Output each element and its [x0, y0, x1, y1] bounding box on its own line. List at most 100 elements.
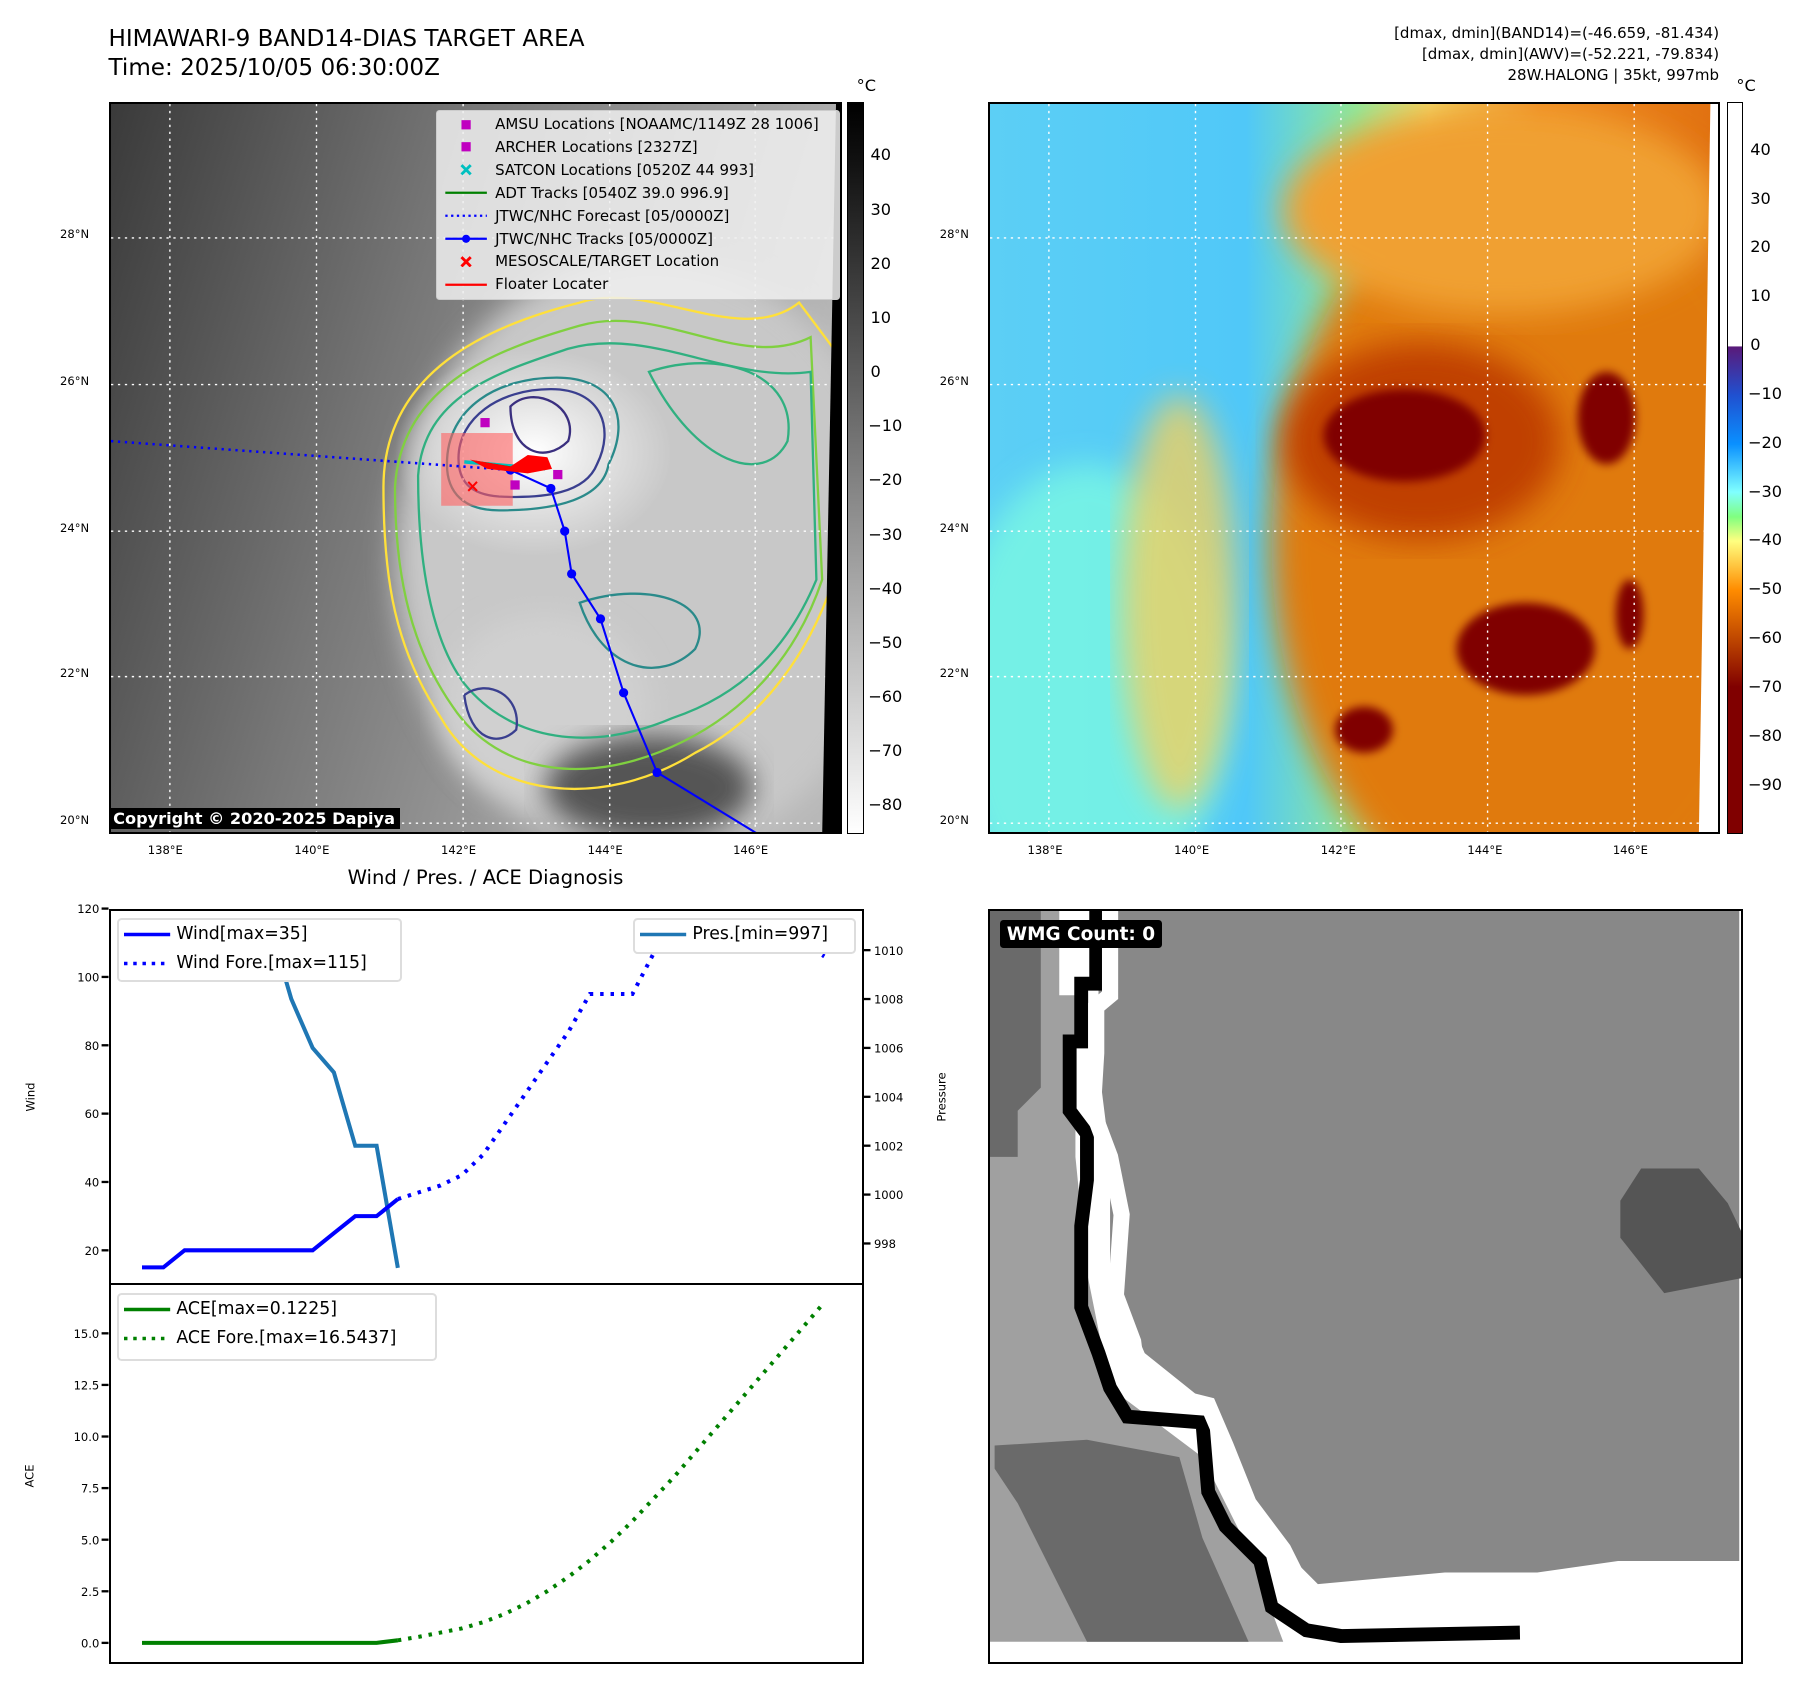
- colorbar-gray: [847, 101, 864, 834]
- legend-label: ARCHER Locations [2327Z]: [495, 138, 698, 157]
- legend-item: SATCON Locations [0520Z 44 993]: [437, 159, 839, 182]
- info-storm: 28W.HALONG | 35kt, 997mb: [1507, 65, 1720, 84]
- colorbar-tick-label: −50: [868, 632, 903, 652]
- wind-line: [142, 1197, 400, 1270]
- colorbar-tick-label: −20: [1747, 432, 1783, 452]
- wind-ylabel: Wind: [23, 1082, 38, 1112]
- wind-tick-label: 100: [77, 971, 99, 985]
- lat-label: 28°N: [60, 227, 90, 242]
- wmg-image: [990, 910, 1742, 1643]
- wmg-panel: [988, 908, 1744, 1664]
- pressure-tick-label: 998: [874, 1237, 896, 1251]
- amsu-markers: [479, 417, 562, 490]
- wind-tick-label: 20: [85, 1244, 100, 1258]
- ace-tick-label: 7.5: [81, 1482, 99, 1496]
- awv-map: [988, 101, 1721, 834]
- solid-line-icon: [635, 931, 693, 938]
- figure-title: HIMAWARI-9 BAND14-DIAS TARGET AREA Time:…: [109, 25, 585, 83]
- wind-tick-label: 40: [85, 1176, 100, 1190]
- lat-label: 26°N: [939, 374, 969, 389]
- square-marker-icon: [437, 141, 495, 153]
- awv-image: [990, 103, 1719, 832]
- pressure-tick-label: 1008: [874, 993, 903, 1007]
- ace-ylabel: ACE: [22, 1464, 37, 1488]
- ace-legend-label: ACE[max=0.1225]: [176, 1299, 338, 1320]
- wind-legend: Wind[max=35] Wind Fore.[max=115]: [116, 917, 403, 982]
- lon-label: 140°E: [294, 842, 330, 857]
- solid-line-icon: [119, 931, 177, 938]
- legend-item: ARCHER Locations [2327Z]: [437, 136, 839, 159]
- colorbar-color: [1727, 101, 1744, 834]
- wind-forecast-line: [397, 923, 826, 1201]
- wmg-count-label: WMG Count: 0: [999, 920, 1163, 949]
- pressure-tick-label: 1004: [874, 1090, 903, 1104]
- info-band14: [dmax, dmin](BAND14)=(-46.659, -81.434): [1394, 24, 1720, 43]
- gridlines-2: [990, 103, 1719, 832]
- chart-title: Wind / Pres. / ACE Diagnosis: [347, 865, 624, 889]
- target-x-marker: ×: [465, 476, 480, 496]
- colorbar-tick-label: −60: [1747, 628, 1783, 648]
- lon-label: 146°E: [733, 842, 769, 857]
- solid-line-icon: [119, 1306, 177, 1313]
- jtwc-track: [509, 468, 756, 832]
- colorbar-tick-label: −30: [868, 524, 903, 544]
- lon-label: 142°E: [441, 842, 477, 857]
- wind-tick-label: 80: [85, 1039, 100, 1053]
- colorbar-tick-label: 30: [1750, 188, 1771, 208]
- copyright: Copyright © 2020-2025 Dapiya: [108, 808, 400, 830]
- colorbar-tick-label: −10: [1747, 383, 1783, 403]
- lat-label: 24°N: [939, 520, 969, 535]
- x-marker-icon: [437, 255, 495, 268]
- lon-label: 138°E: [147, 842, 183, 857]
- legend-item: Floater Locater: [437, 273, 839, 296]
- x-marker-icon: [437, 164, 495, 176]
- ace-axes: [108, 1282, 864, 1664]
- wind-legend-label: Wind[max=35]: [176, 924, 308, 945]
- lat-label: 28°N: [939, 227, 969, 242]
- ace-fore-legend-label: ACE Fore.[max=16.5437]: [176, 1328, 397, 1349]
- legend-item: AMSU Locations [NOAAMC/1149Z 28 1006]: [437, 113, 839, 136]
- dotted-line-icon: [437, 210, 495, 222]
- ace-forecast-line: [397, 1301, 826, 1643]
- colorbar-tick-label: 40: [870, 145, 892, 165]
- legend-label: JTWC/NHC Tracks [05/0000Z]: [495, 229, 713, 248]
- colorbar-tick-label: −40: [1747, 530, 1783, 550]
- pressure-tick-label: 1000: [874, 1188, 903, 1202]
- lon-label: 140°E: [1174, 842, 1210, 857]
- ace-tick-label: 10.0: [74, 1430, 100, 1444]
- colorbar-tick-label: 10: [1750, 286, 1771, 306]
- pressure-ylabel: Pressure: [934, 1072, 949, 1122]
- lon-label: 146°E: [1612, 842, 1648, 857]
- dotted-line-icon: [119, 960, 177, 967]
- lat-label: 20°N: [939, 812, 969, 827]
- colorbar-tick-label: 0: [1750, 335, 1761, 355]
- legend-label: AMSU Locations [NOAAMC/1149Z 28 1006]: [495, 115, 819, 134]
- colorbar-gray-unit: °C: [856, 76, 876, 96]
- colorbar-tick-label: −10: [868, 416, 903, 436]
- wind-tick-label: 120: [77, 902, 99, 916]
- ace-tick-label: 15.0: [74, 1327, 100, 1341]
- wind-fore-legend-label: Wind Fore.[max=115]: [176, 953, 367, 974]
- dotted-line-icon: [119, 1335, 177, 1342]
- lat-label: 22°N: [939, 666, 969, 681]
- colorbar-tick-label: 30: [870, 199, 892, 219]
- colorbar-tick-label: −80: [1747, 725, 1783, 745]
- ace-tick-label: 2.5: [81, 1585, 99, 1599]
- info-awv: [dmax, dmin](AWV)=(-52.221, -79.834): [1421, 44, 1720, 63]
- pres-legend-label: Pres.[min=997]: [692, 924, 829, 945]
- ace-tick-label: 0.0: [81, 1636, 99, 1650]
- colorbar-color-unit: °C: [1736, 76, 1756, 96]
- legend-label: Floater Locater: [495, 275, 609, 294]
- pressure-tick-label: 1006: [874, 1042, 903, 1056]
- legend-item: ADT Tracks [0540Z 39.0 996.9]: [437, 182, 839, 205]
- colorbar-tick-label: −20: [868, 470, 903, 490]
- colorbar-tick-label: −30: [1747, 481, 1783, 501]
- pressure-legend: Pres.[min=997]: [632, 917, 856, 955]
- map-legend: AMSU Locations [NOAAMC/1149Z 28 1006] ARC…: [436, 109, 841, 300]
- colorbar-tick-label: −90: [1747, 774, 1783, 794]
- pressure-tick-label: 1002: [874, 1139, 903, 1153]
- ace-tick-label: 5.0: [81, 1533, 99, 1547]
- legend-item: JTWC/NHC Forecast [05/0000Z]: [437, 204, 839, 227]
- lon-label: 138°E: [1027, 842, 1063, 857]
